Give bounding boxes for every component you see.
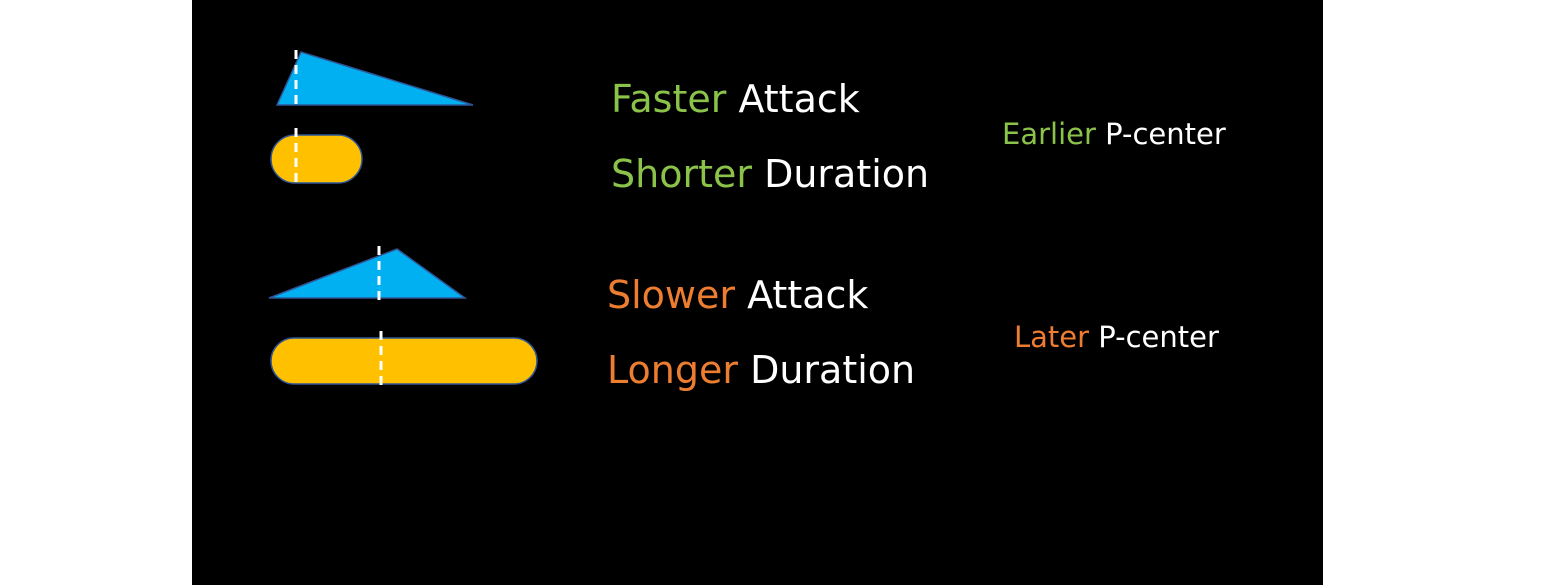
pcenter-word: P-center (1098, 320, 1219, 354)
later-pcenter-label: Later P-center (1014, 323, 1219, 352)
shorter-word: Shorter (611, 152, 752, 196)
faster-attack-label: Faster Attack (611, 80, 860, 118)
duration-word: Duration (750, 348, 916, 392)
attack-word: Attack (738, 77, 860, 121)
later-word: Later (1014, 320, 1090, 354)
duration-word: Duration (764, 152, 930, 196)
short-duration-pill-icon (270, 134, 363, 184)
pcenter-word: P-center (1105, 117, 1226, 151)
fast-attack-triangle-icon (275, 51, 474, 106)
longer-word: Longer (607, 348, 738, 392)
slower-word: Slower (607, 273, 736, 317)
slow-attack-triangle-icon (268, 248, 468, 299)
longer-duration-label: Longer Duration (607, 351, 915, 389)
earlier-word: Earlier (1002, 117, 1096, 151)
shorter-duration-label: Shorter Duration (611, 155, 929, 193)
faster-word: Faster (611, 77, 727, 121)
attack-word: Attack (747, 273, 869, 317)
long-duration-pill-icon (270, 337, 538, 385)
slower-attack-label: Slower Attack (607, 276, 868, 314)
earlier-pcenter-label: Earlier P-center (1002, 120, 1226, 149)
